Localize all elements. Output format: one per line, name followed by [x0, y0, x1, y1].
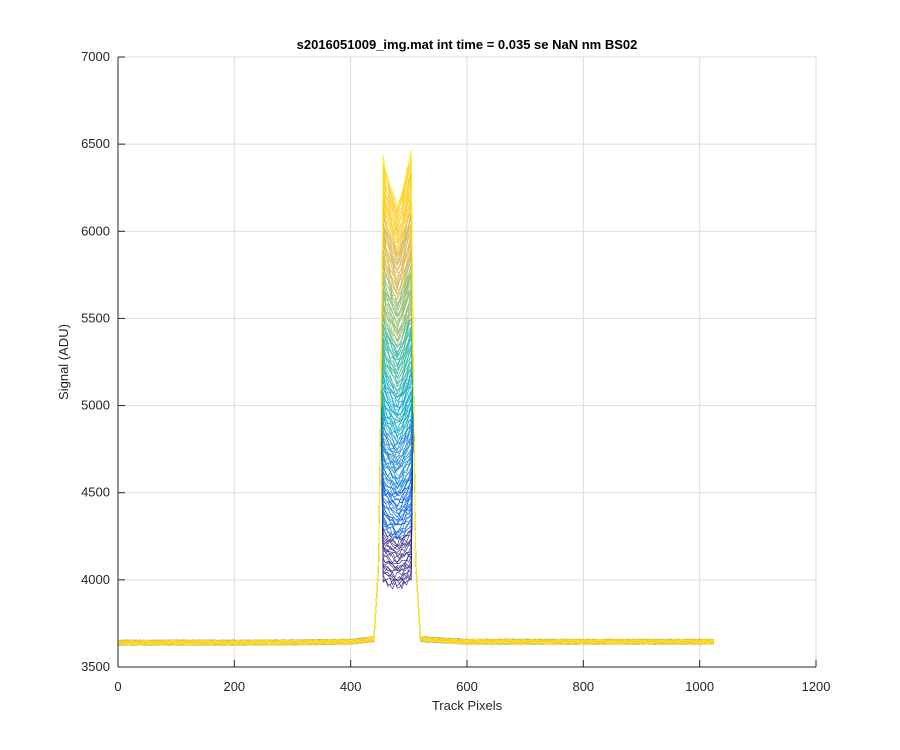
y-tick-label: 3500 — [81, 659, 110, 674]
y-tick-label: 4500 — [81, 485, 110, 500]
x-tick-label: 1000 — [685, 679, 714, 694]
x-tick-label: 200 — [223, 679, 245, 694]
series-layer — [118, 150, 714, 647]
y-tick-label: 5500 — [81, 310, 110, 325]
x-axis-label: Track Pixels — [432, 698, 503, 713]
chart-title: s2016051009_img.mat int time = 0.035 se … — [297, 37, 638, 52]
y-tick-label: 4000 — [81, 572, 110, 587]
y-tick-label: 6000 — [81, 223, 110, 238]
x-tick-label: 1200 — [802, 679, 831, 694]
y-tick-label: 6500 — [81, 136, 110, 151]
series-line — [118, 152, 714, 646]
x-tick-label: 800 — [572, 679, 594, 694]
y-tick-label: 5000 — [81, 398, 110, 413]
y-tick-label: 7000 — [81, 49, 110, 64]
x-tick-label: 400 — [340, 679, 362, 694]
x-tick-label: 0 — [114, 679, 121, 694]
ticks: 0 200 400 600 800 1000 1200 3500 4000 4500 5000 550… — [81, 49, 830, 694]
y-axis-label: Signal (ADU) — [56, 324, 71, 400]
x-tick-label: 600 — [456, 679, 478, 694]
